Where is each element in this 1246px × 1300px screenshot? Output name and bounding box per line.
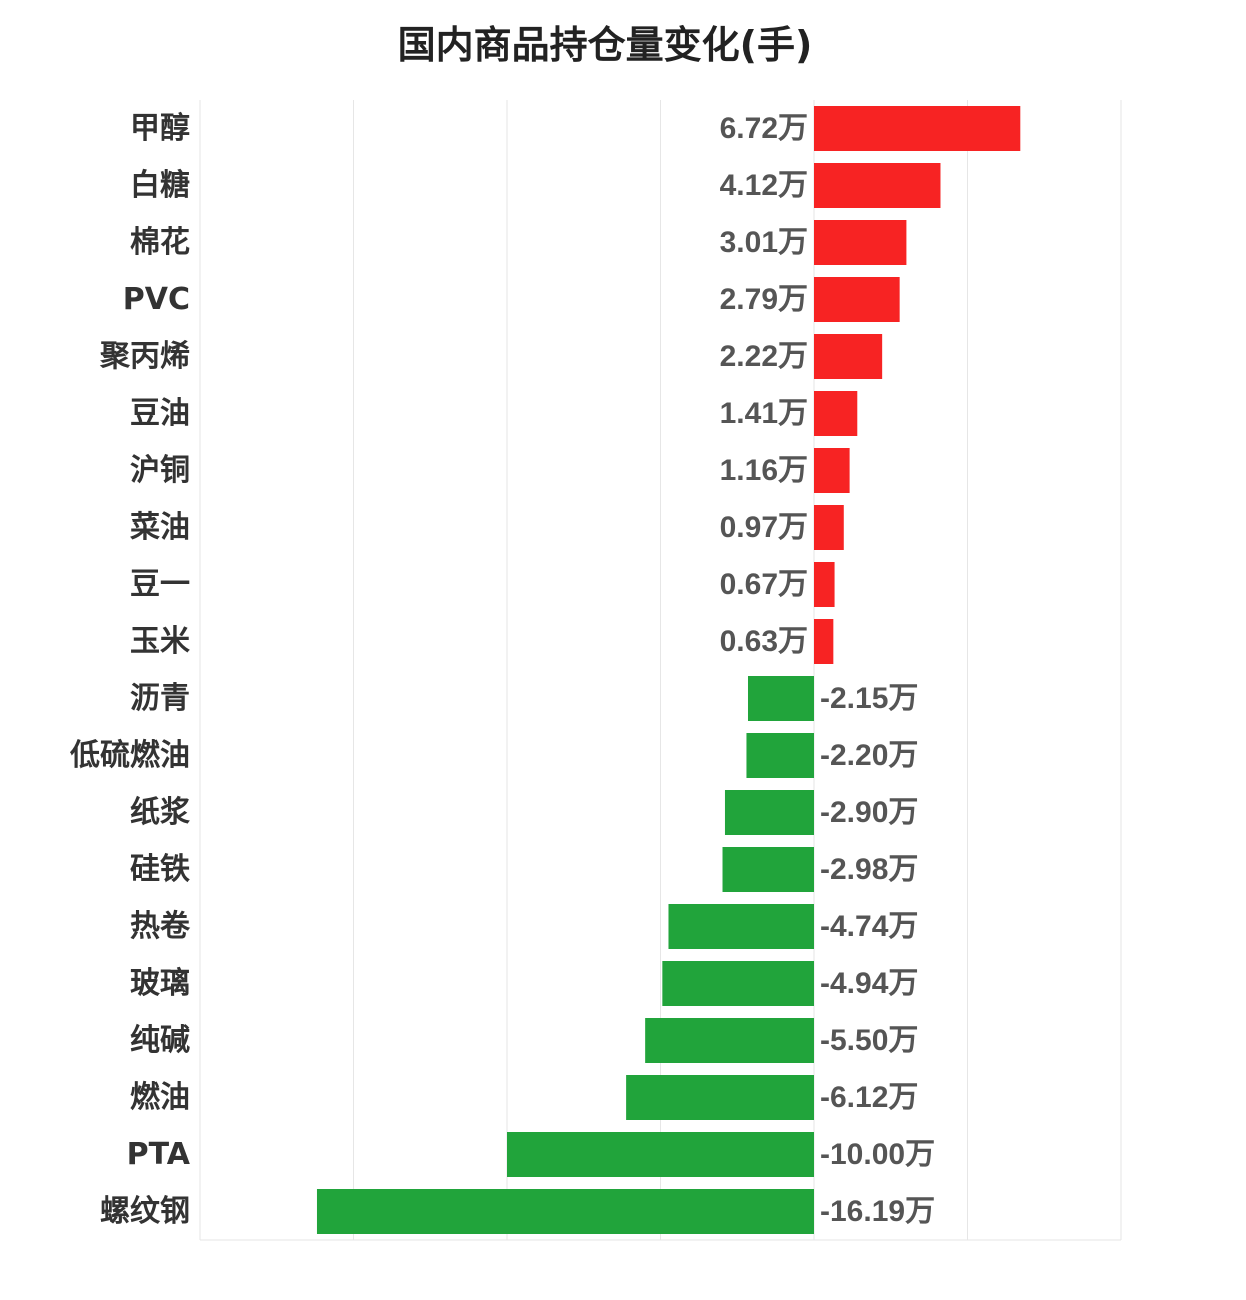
data-label: -10.00万 [820,1138,935,1171]
bar [626,1075,814,1120]
category-label: PVC [123,282,190,317]
bar [814,562,835,607]
bar [747,676,814,721]
data-label: -2.98万 [820,853,918,886]
data-label: 2.79万 [720,283,808,316]
category-label: 菜油 [130,510,190,545]
data-label: 4.12万 [720,169,808,202]
bar [507,1132,814,1177]
data-label: 1.41万 [720,397,808,430]
chart-title: 国内商品持仓量变化(手) [397,23,813,67]
bar [814,106,1021,151]
data-label: -4.74万 [820,910,918,943]
bar [662,961,814,1006]
category-label: 甲醇 [130,111,190,146]
category-label: 硅铁 [130,852,190,887]
data-label: -6.12万 [820,1081,918,1114]
bar [645,1018,814,1063]
category-label: 沥青 [130,681,190,716]
category-label: 低硫燃油 [69,738,190,773]
data-label: 1.16万 [720,454,808,487]
data-label: 0.97万 [720,511,808,544]
data-label: 0.67万 [720,568,808,601]
bar [316,1189,814,1234]
category-label: 棉花 [130,225,190,260]
bar [724,790,814,835]
category-label: 纯碱 [130,1023,190,1058]
data-label: -2.20万 [820,739,918,772]
bar [746,733,814,778]
bar [722,847,814,892]
bar [814,163,941,208]
category-label: 纸浆 [130,795,190,830]
category-label: 白糖 [130,168,190,203]
data-label: 3.01万 [720,226,808,259]
bar [814,505,844,550]
data-label: -2.15万 [820,682,918,715]
data-label: 0.63万 [720,625,808,658]
bar [814,277,900,322]
bar [814,391,858,436]
category-label: PTA [127,1137,191,1172]
category-label: 热卷 [130,909,191,944]
data-label: 6.72万 [720,112,808,145]
category-label: 聚丙烯 [99,339,190,374]
data-label: 2.22万 [720,340,808,373]
category-label: 沪铜 [130,453,190,488]
bar [814,220,907,265]
data-label: -2.90万 [820,796,918,829]
category-label: 玻璃 [130,966,190,1001]
data-label: -5.50万 [820,1024,918,1057]
data-label: -16.19万 [820,1195,935,1228]
category-label: 豆一 [130,567,190,602]
bar [668,904,814,949]
category-label: 燃油 [130,1080,190,1115]
bar [814,619,834,664]
category-label: 玉米 [130,624,190,659]
category-label: 螺纹钢 [100,1194,190,1229]
bar [814,334,883,379]
data-label: -4.94万 [820,967,918,1000]
bar [814,448,850,493]
category-label: 豆油 [130,396,190,431]
